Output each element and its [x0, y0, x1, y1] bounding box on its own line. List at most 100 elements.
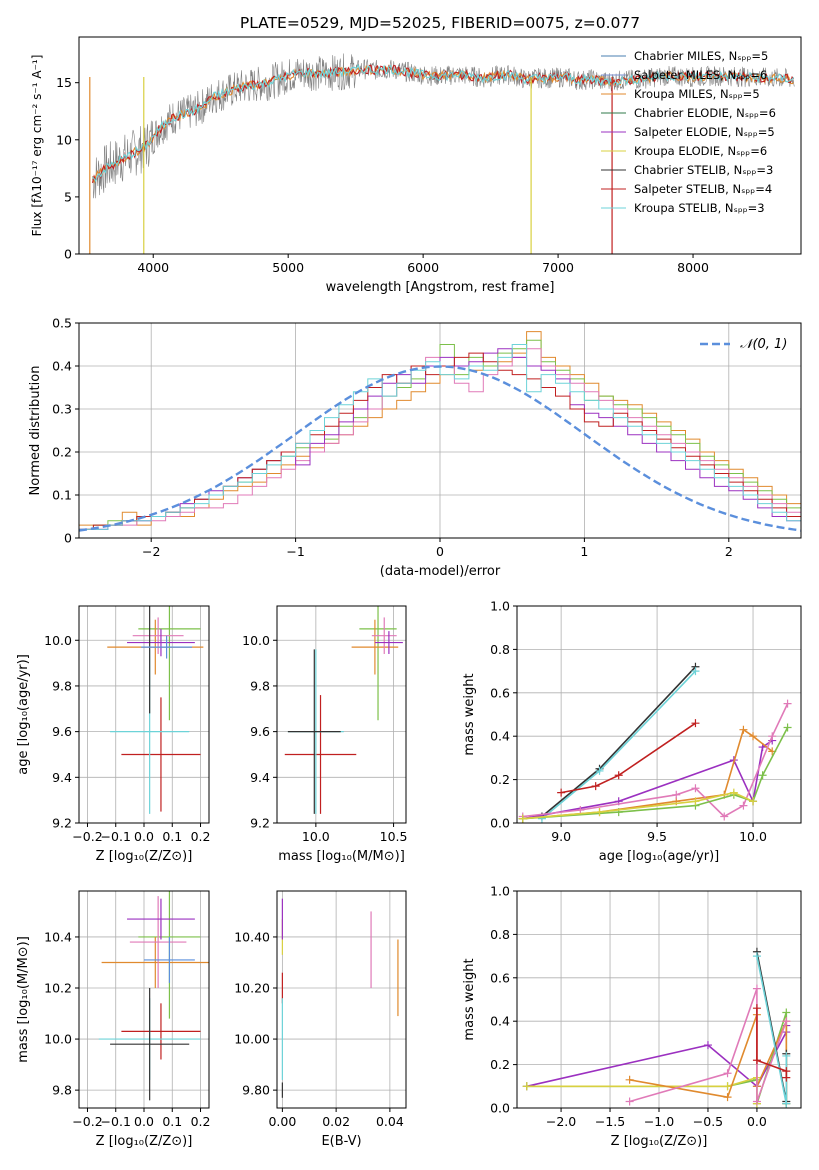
weight-marker [783, 699, 792, 708]
weight-series [541, 666, 697, 818]
weight-marker [752, 1097, 761, 1106]
x-axis-label: Z [log₁₀(Z/Z⊙)] [96, 1134, 193, 1149]
weight-marker [557, 788, 566, 797]
axes-frame [516, 605, 802, 824]
weight-marker [703, 1041, 712, 1050]
y-tick-label: 1.0 [490, 599, 510, 614]
model-spectrum [92, 63, 795, 183]
weight-marker [782, 1008, 791, 1017]
weight-marker [749, 732, 758, 741]
weight-marker [723, 1069, 732, 1078]
x-tick-label: 0.02 [322, 1114, 350, 1129]
x-tick-label: 2 [725, 544, 733, 559]
x-tick-label: −0.2 [72, 1114, 102, 1129]
legend-label: Chabrier MILES, Nₛₚₚ=5 [634, 49, 768, 63]
y-tick-label: 0.2 [490, 772, 510, 787]
weight-marker [782, 1073, 791, 1082]
y-tick-label: 9.8 [52, 1083, 72, 1098]
legend-label: Kroupa MILES, Nₛₚₚ=5 [634, 87, 760, 101]
y-tick-label: 9.8 [250, 678, 270, 693]
legend: Chabrier MILES, Nₛₚₚ=5 Salpeter MILES, Nₛ… [601, 49, 776, 215]
weight-marker [768, 732, 777, 741]
weight-marker [691, 719, 700, 728]
chart-mass-weight-vs-Z: −2.0 −1.5 −1.0 −0.5 0.0 0.0 0.2 0.4 0.6 0.8 1.0 Z [… [462, 884, 802, 1149]
y-tick-label: 9.4 [52, 770, 72, 785]
x-tick-label: −0.5 [693, 1114, 723, 1129]
weight-marker [729, 788, 738, 797]
y-tick-label: 0.8 [490, 927, 510, 942]
chart-spectrum: Chabrier MILES, Nₛₚₚ=5 Salpeter MILES, Nₛ… [30, 36, 802, 295]
weight-marker [752, 1004, 761, 1013]
chart-residuals: 𝒩(0, 1) −2 −1 0 1 2 0 0.1 0.2 0.3 0.4 0.5 (data-mode… [28, 316, 802, 579]
normal-curve [79, 365, 801, 532]
y-tick-label: 0.4 [490, 1014, 510, 1029]
axes-frame [276, 605, 407, 824]
legend-label: Kroupa STELIB, Nₛₚₚ=3 [634, 201, 765, 215]
chart-mass-vs-Z: −0.2−0.1 0.0 0.1 0.2 9.8 10.0 10.2 10.4 Z [log₁₀… [16, 890, 211, 1149]
weight-marker [739, 725, 748, 734]
figure-title: PLATE=0529, MJD=52025, FIBERID=0075, z=0… [240, 14, 640, 32]
y-axis-label: mass [log₁₀(M/M⊙)] [16, 936, 31, 1063]
weight-marker [720, 812, 729, 821]
y-tick-label: 9.80 [242, 1083, 270, 1098]
x-tick-label: −0.1 [101, 1114, 131, 1129]
y-tick-label: 0.0 [490, 1101, 510, 1116]
x-tick-label: 0.1 [162, 829, 182, 844]
x-tick-label: 7000 [542, 260, 574, 275]
histogram-series [79, 348, 801, 530]
axes-frame [276, 890, 407, 1109]
x-tick-label: 0.04 [376, 1114, 404, 1129]
weight-marker [518, 814, 527, 823]
x-tick-label: −2.0 [546, 1114, 576, 1129]
weight-marker [522, 1082, 531, 1091]
x-tick-label: 9.5 [647, 829, 667, 844]
plot-area [89, 53, 795, 254]
legend-label: Chabrier STELIB, Nₛₚₚ=3 [634, 163, 773, 177]
weight-series [526, 1012, 788, 1104]
x-tick-label: −0.2 [72, 829, 102, 844]
legend-label: Salpeter ELODIE, Nₛₚₚ=5 [634, 125, 775, 139]
axes-frame [78, 36, 802, 255]
weight-marker [625, 1097, 634, 1106]
plot-area [522, 947, 791, 1108]
plot-area [107, 606, 204, 814]
plot-area [518, 662, 792, 823]
x-tick-label: −1.5 [595, 1114, 625, 1129]
weight-marker [595, 766, 604, 775]
x-tick-label: 5000 [272, 260, 304, 275]
plot-area [281, 898, 399, 1098]
x-tick-label: −2 [142, 544, 160, 559]
weight-marker [591, 782, 600, 791]
chart-mass-weight-vs-age: 9.0 9.5 10.0 0.0 0.2 0.4 0.6 0.8 1.0 age [log₁₀(a… [462, 599, 802, 864]
x-tick-label: 0.0 [134, 1114, 154, 1129]
weight-marker [749, 797, 758, 806]
y-tick-label: 0.6 [490, 685, 510, 700]
legend: 𝒩(0, 1) [700, 337, 787, 352]
y-tick-label: 9.6 [52, 724, 72, 739]
x-axis-label: Z [log₁₀(Z/Z⊙)] [96, 849, 193, 864]
y-tick-label: 5 [64, 189, 72, 204]
x-axis-label: wavelength [Angstrom, rest frame] [326, 280, 555, 295]
weight-series [560, 722, 696, 794]
weight-marker [723, 1082, 732, 1091]
weight-marker [576, 805, 585, 814]
x-tick-label: −1 [286, 544, 304, 559]
x-tick-label: 0.2 [191, 829, 211, 844]
y-tick-label: 10.0 [44, 1032, 72, 1047]
y-axis-label: mass weight [462, 673, 477, 755]
y-tick-label: 10.0 [44, 633, 72, 648]
x-tick-label: 0.0 [747, 1114, 767, 1129]
chart-mass-vs-EBV: 0.00 0.02 0.04 9.80 10.00 10.20 10.40 E(B-V) [234, 890, 407, 1149]
x-tick-label: 0.2 [191, 1114, 211, 1129]
y-tick-label: 9.2 [52, 816, 72, 831]
x-axis-label: age [log₁₀(age/yr)] [599, 849, 720, 864]
chart-age-vs-mass: 10.0 10.5 9.2 9.4 9.6 9.8 10.0 mass [log₁₀(M/M⊙… [242, 605, 407, 864]
legend-label: Kroupa ELODIE, Nₛₚₚ=6 [634, 144, 767, 158]
weight-series [526, 1025, 788, 1088]
y-axis-label: mass weight [462, 958, 477, 1040]
y-tick-label: 0.4 [490, 729, 510, 744]
y-tick-label: 9.2 [250, 816, 270, 831]
y-tick-label: 1.0 [490, 884, 510, 899]
x-tick-label: 9.0 [551, 829, 571, 844]
weight-marker [625, 1075, 634, 1084]
